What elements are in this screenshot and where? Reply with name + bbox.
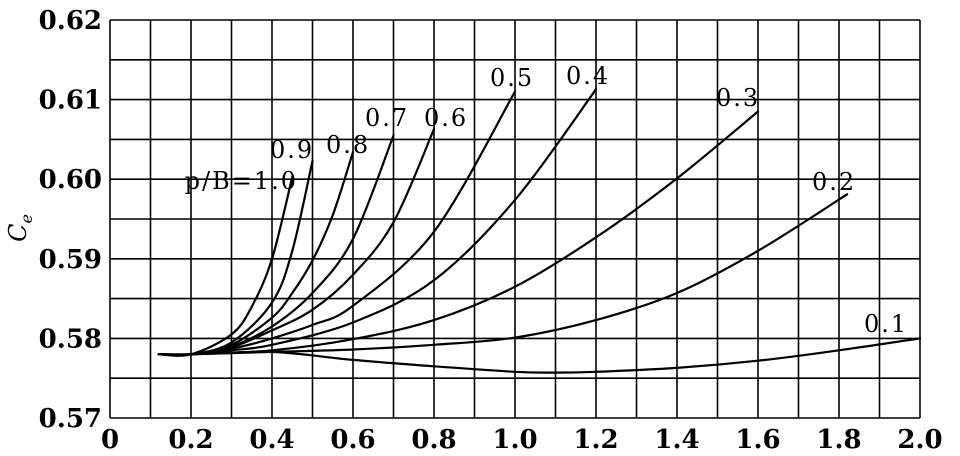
curve-label-0: 0.1 (864, 310, 908, 338)
curve-label-7: 0.8 (326, 131, 370, 159)
curve-label-4: 0.5 (490, 64, 534, 92)
curve-label-5: 0.6 (424, 104, 468, 132)
curve-labels: 0.1 0.2 0.3 0.4 0.5 0.6 0.70.8 0.9 p/B=1.0 (185, 62, 908, 338)
y-tick-label: 0.60 (39, 165, 102, 195)
y-tick-labels: 0.57 0.58 0.59 0.60 0.61 0.62 (39, 6, 102, 434)
x-tick-label: 2.0 (897, 425, 942, 455)
curve-series-2 (157, 110, 760, 356)
curve-label-8: 0.9 (270, 136, 314, 164)
y-tick-label: 0.62 (39, 6, 102, 36)
curve-series-9 (157, 175, 294, 357)
x-tick-label: 1.2 (573, 425, 618, 455)
y-axis-label-main: C (4, 224, 32, 242)
curves (157, 88, 922, 374)
y-tick-label: 0.59 (39, 245, 102, 275)
x-tick-label: 1.8 (816, 425, 861, 455)
x-tick-label: 1.0 (492, 425, 537, 455)
curve-label-2: 0.3 (716, 84, 760, 112)
y-tick-label: 0.61 (39, 86, 102, 116)
curve-label-9: p/B=1.0 (185, 167, 298, 195)
x-tick-label: 0.6 (330, 425, 375, 455)
grid (109, 19, 921, 419)
x-tick-label: 0.2 (168, 425, 213, 455)
curve-label-3: 0.4 (566, 62, 610, 90)
x-tick-labels: 0 0.2 0.4 0.6 0.8 1.0 1.2 1.4 1.6 1.8 2.0 (101, 425, 943, 455)
x-tick-label: 0.8 (411, 425, 456, 455)
curve-label-6: 0.7 (365, 104, 409, 132)
curve-label-1: 0.2 (812, 168, 856, 196)
x-tick-label: 0.4 (249, 425, 294, 455)
x-tick-label: 1.4 (654, 425, 699, 455)
y-axis-label-subscript: e (17, 214, 36, 223)
y-tick-label: 0.57 (39, 404, 102, 434)
x-tick-label: 0 (101, 425, 119, 455)
y-tick-label: 0.58 (39, 324, 102, 354)
y-axis-label: Ce (4, 214, 36, 242)
x-tick-label: 1.6 (735, 425, 780, 455)
